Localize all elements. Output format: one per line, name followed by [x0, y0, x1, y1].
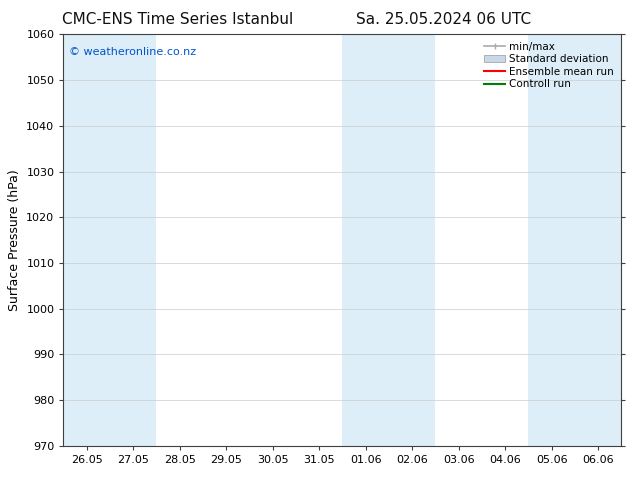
Legend: min/max, Standard deviation, Ensemble mean run, Controll run: min/max, Standard deviation, Ensemble me…: [482, 40, 616, 92]
Bar: [528, 34, 621, 446]
Text: CMC-ENS Time Series Istanbul: CMC-ENS Time Series Istanbul: [62, 12, 293, 27]
Text: Sa. 25.05.2024 06 UTC: Sa. 25.05.2024 06 UTC: [356, 12, 531, 27]
Y-axis label: Surface Pressure (hPa): Surface Pressure (hPa): [8, 169, 21, 311]
Bar: [342, 34, 436, 446]
Text: © weatheronline.co.nz: © weatheronline.co.nz: [69, 47, 196, 57]
Bar: [63, 34, 157, 446]
